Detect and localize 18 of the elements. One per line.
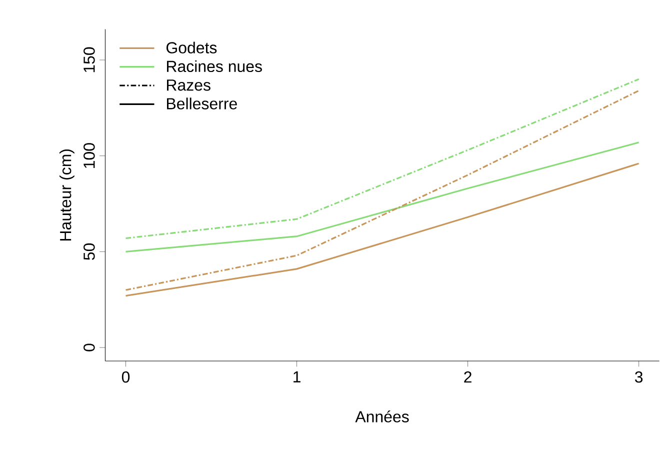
- x-tick-label: 0: [122, 371, 130, 383]
- line-series: [124, 142, 640, 253]
- y-axis-title: Hauteur (cm): [60, 150, 74, 241]
- line-series: [124, 162, 640, 297]
- y-tick-label: 100: [84, 143, 95, 168]
- y-tick-label: 0: [84, 344, 95, 352]
- x-axis-title: Années: [355, 410, 409, 422]
- x-tick-label: 1: [294, 371, 300, 382]
- y-tick-label: 50: [84, 243, 95, 260]
- annotation: Godets: [166, 42, 217, 54]
- y-tick-label: 150: [84, 47, 95, 72]
- x-tick-label: 2: [464, 371, 472, 383]
- annotation: Belleserre: [167, 98, 237, 110]
- x-tick-label: 3: [634, 371, 643, 383]
- line-series: [124, 90, 640, 291]
- line-series: [124, 78, 640, 240]
- annotation: Racines nues: [167, 60, 262, 72]
- annotation: Razes: [167, 80, 210, 91]
